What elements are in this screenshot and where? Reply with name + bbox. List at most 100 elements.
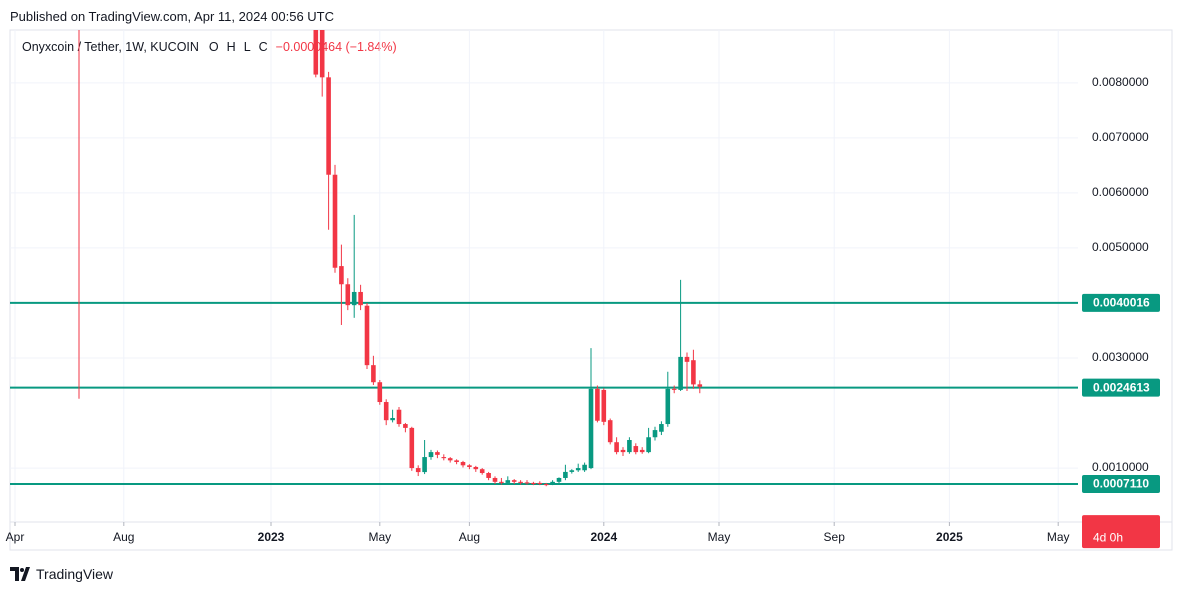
ohlc-key: C	[258, 40, 268, 54]
plot	[10, 0, 1078, 487]
candle-body	[697, 384, 703, 387]
candle-body	[467, 465, 472, 467]
candle-body	[588, 388, 594, 469]
candle-body	[537, 482, 543, 485]
candle-body	[671, 388, 677, 390]
candle-body	[313, 30, 319, 75]
candle-body	[479, 469, 485, 474]
candle-body	[460, 462, 466, 466]
candle-body	[447, 458, 453, 461]
candle-body	[575, 468, 581, 471]
candle-body	[665, 388, 671, 425]
grid	[10, 30, 1078, 522]
candle-body	[556, 477, 562, 482]
candle-body	[345, 284, 351, 306]
brand: TradingView	[10, 566, 113, 582]
candle-body	[403, 424, 408, 428]
candle-body	[511, 480, 517, 482]
candle-body	[595, 388, 600, 421]
candle-body	[518, 481, 523, 483]
x-tick-label: Aug	[113, 530, 134, 544]
y-tick-label: 0.0010000	[1092, 460, 1149, 474]
candle-body	[77, 0, 82, 6]
candle-body	[319, 30, 325, 78]
candle-body	[339, 266, 344, 285]
candle-body	[358, 291, 363, 306]
candle-body	[550, 481, 555, 485]
symbol-legend: Onyxcoin / Tether, 1W, KUCOIN O H L C −0.0000…	[22, 40, 405, 54]
ohlc-key: H	[226, 40, 236, 54]
brand-name: TradingView	[36, 566, 114, 582]
ohlc-key: O	[208, 40, 219, 54]
candle-body	[364, 305, 370, 366]
candle-body	[633, 446, 639, 453]
candle-body	[601, 389, 607, 422]
published-note: Published on TradingView.com, Apr 11, 20…	[10, 9, 334, 24]
candle-body	[473, 466, 479, 470]
candle-body	[351, 291, 357, 306]
hline-label: 0.0040016	[1093, 296, 1150, 310]
countdown: 4d 0h	[1093, 530, 1123, 544]
candle-body	[428, 452, 434, 458]
change: −0.0000464 (−1.84%)	[275, 40, 397, 54]
y-tick-label: 0.0080000	[1092, 75, 1149, 89]
candle-body	[620, 449, 626, 453]
symbol: Onyxcoin / Tether, 1W, KUCOIN	[22, 40, 199, 54]
candle-body	[582, 464, 587, 471]
ohlc-key: L	[243, 40, 251, 54]
candle-body	[454, 460, 459, 463]
candle-body	[569, 470, 575, 472]
x-tick-label: May	[1047, 530, 1070, 544]
candle-body	[415, 468, 421, 473]
x-tick-label: 2023	[258, 530, 285, 544]
candle-body	[614, 442, 619, 453]
axes: 0.0010000 0.0030000 0.0050000 0.0060000 0.00…	[6, 75, 1160, 549]
hline-label: 0.0024613	[1093, 380, 1150, 394]
y-tick-label: 0.0060000	[1092, 185, 1149, 199]
candle-body	[652, 430, 658, 438]
hline-label: 0.0007110	[1093, 477, 1149, 491]
x-tick-label: 2025	[936, 530, 963, 544]
candle-body	[435, 452, 440, 455]
candle-body	[390, 417, 395, 421]
candle-body	[563, 471, 568, 478]
candle-body	[422, 457, 427, 473]
y-tick-label: 0.0050000	[1092, 240, 1149, 254]
hline-tag	[1082, 293, 1160, 312]
candle-body	[383, 402, 389, 421]
candle-body	[326, 77, 331, 175]
candle-body	[377, 382, 383, 403]
candle-body	[607, 420, 613, 443]
y-tick-label: 0.0070000	[1092, 130, 1149, 144]
candle-body	[332, 174, 338, 268]
candle-body	[409, 427, 415, 469]
candle-body	[486, 473, 491, 478]
candle-body	[691, 360, 696, 385]
candle-body	[396, 409, 402, 425]
candle-body	[505, 480, 511, 483]
candle-body	[684, 356, 690, 362]
candle-body	[531, 482, 536, 485]
candle-body	[678, 356, 683, 390]
candle-body	[646, 437, 651, 453]
candle-body	[543, 484, 549, 486]
candle-body	[441, 457, 447, 459]
x-tick-label: Sep	[824, 530, 846, 544]
x-tick-label: Aug	[459, 530, 480, 544]
last-price-tag	[1082, 515, 1160, 549]
candle-body	[492, 477, 498, 482]
hline-tag	[1082, 378, 1160, 397]
candle-body	[371, 365, 376, 383]
x-tick-label: Apr	[6, 530, 25, 544]
hline-tag	[1082, 474, 1160, 493]
candle-body	[639, 449, 645, 453]
x-tick-label: 2024	[590, 530, 617, 544]
candle-body	[524, 482, 530, 484]
candle-body	[659, 424, 664, 432]
x-tick-label: May	[708, 530, 731, 544]
y-tick-label: 0.0030000	[1092, 350, 1149, 364]
candle-body	[627, 440, 632, 453]
candle-body	[499, 481, 504, 483]
